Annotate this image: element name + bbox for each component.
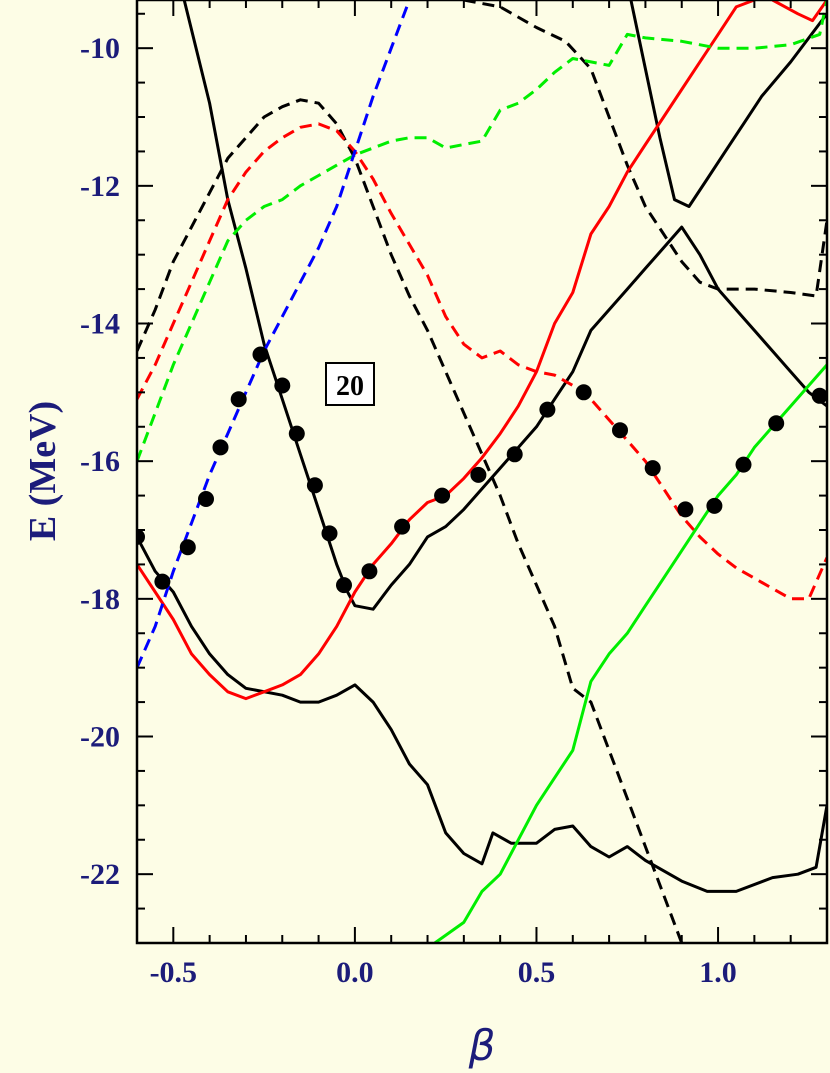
data-point-25 [768, 415, 785, 432]
series-line-9 [433, 363, 827, 943]
y-tick-label: -14 [80, 308, 120, 341]
data-point-6 [230, 391, 247, 408]
data-point-2 [154, 573, 171, 590]
y-tick-label: -20 [80, 721, 120, 754]
data-point-19 [575, 384, 592, 401]
data-point-23 [706, 497, 723, 514]
y-tick-label: -22 [80, 858, 120, 891]
y-tick-label: -16 [80, 445, 120, 478]
annotation-box: 20 [325, 362, 375, 406]
data-point-8 [274, 377, 291, 394]
series-line-11 [137, 0, 411, 669]
data-point-7 [252, 346, 269, 363]
data-point-24 [735, 456, 752, 473]
data-point-3 [179, 539, 196, 556]
marker-layer [137, 346, 827, 594]
data-point-20 [612, 422, 628, 439]
x-tick-label: 0.5 [518, 956, 556, 989]
data-point-1 [137, 528, 145, 545]
plot-frame [135, 0, 829, 945]
series-line-7 [771, 0, 827, 23]
series-line-2 [182, 0, 827, 611]
data-point-18 [539, 401, 556, 418]
annotation-label: 20 [336, 371, 364, 402]
series-line-6 [137, 0, 755, 701]
series-line-8 [137, 122, 827, 601]
data-point-12 [336, 577, 352, 594]
series-line-3 [629, 0, 827, 208]
data-point-11 [321, 525, 338, 542]
y-axis-label: E (MeV) [22, 401, 64, 541]
series-line-10 [137, 0, 827, 462]
data-point-21 [644, 460, 661, 477]
y-tick-label: -10 [80, 32, 120, 65]
y-tick-label: -18 [80, 583, 120, 616]
ticks-layer: -0.5 0.0 0.5 1.0 -10 -12 -14 -16 -18 -20 -22 [80, 0, 828, 989]
data-point-5 [212, 439, 229, 456]
data-point-16 [470, 466, 487, 483]
data-point-10 [306, 477, 323, 494]
series-line-5 [463, 0, 827, 298]
x-tick-label: 1.0 [699, 956, 737, 989]
x-axis-label: β [468, 1021, 496, 1070]
data-point-14 [394, 518, 411, 535]
series-line-1 [137, 536, 827, 893]
data-point-26 [811, 387, 827, 404]
data-point-4 [198, 491, 214, 507]
data-point-17 [506, 446, 523, 463]
data-point-15 [434, 487, 451, 504]
series-line-4 [137, 98, 684, 943]
annotation-frame [325, 362, 375, 406]
x-tick-label: 0.0 [336, 956, 374, 989]
y-tick-label: -12 [80, 170, 120, 203]
data-point-22 [677, 501, 694, 518]
x-tick-label: -0.5 [150, 956, 198, 989]
data-point-9 [288, 425, 305, 442]
data-point-13 [361, 563, 378, 580]
